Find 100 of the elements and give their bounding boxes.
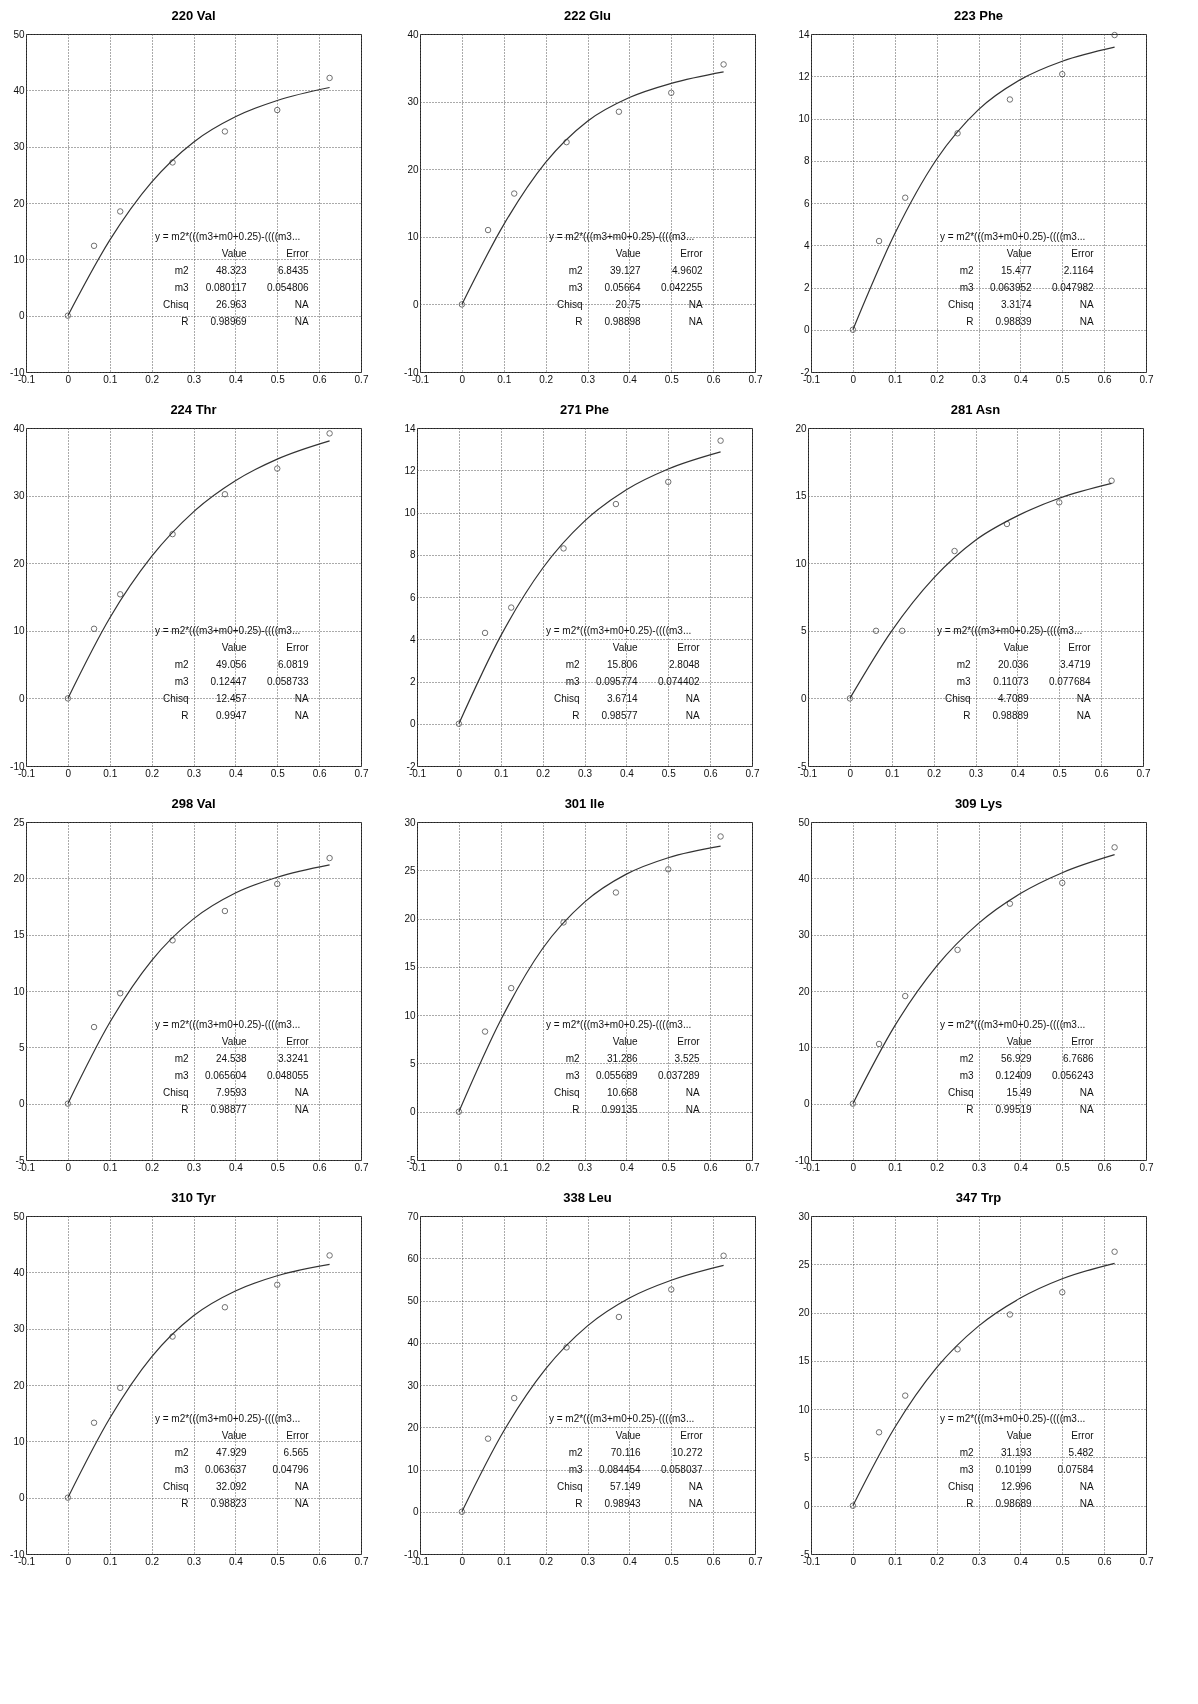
annotation: 0.98943 xyxy=(604,1497,642,1509)
point xyxy=(169,530,176,538)
y-tick-label: 12 xyxy=(798,70,810,82)
annotation: Value xyxy=(615,247,642,259)
y-tick-label: 70 xyxy=(407,1210,419,1222)
chart-title: 223 Phe xyxy=(953,8,1004,23)
point xyxy=(1111,31,1118,39)
x-tick-label: 0.6 xyxy=(706,373,722,385)
annotation: y = m2*(((m3+m0+0.25)-((((m3... xyxy=(545,624,692,636)
x-tick-label: 0.7 xyxy=(748,373,763,385)
annotation: m3 xyxy=(568,281,584,293)
point xyxy=(954,1346,961,1353)
annotation: R xyxy=(575,1497,583,1509)
x-tick-label: 0.1 xyxy=(497,373,512,385)
x-tick-label: 0.5 xyxy=(1055,1161,1071,1173)
annotation: 0.98877 xyxy=(210,1103,248,1115)
annotation: m2 xyxy=(565,658,581,670)
annotation: Value xyxy=(221,247,248,259)
annotation: R xyxy=(181,709,189,721)
annotation: Chisq xyxy=(554,1086,580,1098)
annotation: y = m2*(((m3+m0+0.25)-((((m3... xyxy=(545,1018,692,1030)
point xyxy=(875,237,883,245)
annotation: 49.056 xyxy=(216,658,248,670)
x-tick-label: 0.2 xyxy=(145,373,160,385)
x-tick-label: 0.3 xyxy=(187,373,202,385)
x-tick-label: 0.5 xyxy=(270,1555,286,1567)
point xyxy=(116,1384,124,1392)
annotation: 0.98889 xyxy=(992,709,1030,721)
y-tick-label: 5 xyxy=(409,1057,416,1069)
y-tick-label: 30 xyxy=(404,816,416,828)
annotation: y = m2*(((m3+m0+0.25)-((((m3... xyxy=(154,624,301,636)
x-tick-label: 0.3 xyxy=(187,1555,202,1567)
point xyxy=(484,226,492,234)
x-tick-label: 0.6 xyxy=(703,767,719,779)
point xyxy=(872,627,880,635)
x-tick-label: 0.6 xyxy=(312,373,328,385)
x-tick-label: 0.2 xyxy=(930,1161,945,1173)
annotation: Value xyxy=(221,641,248,653)
annotation: 0.056243 xyxy=(1051,1069,1095,1081)
point xyxy=(560,919,567,926)
x-tick-label: 0.2 xyxy=(536,767,551,779)
x-tick-label: 0.5 xyxy=(1055,373,1071,385)
point xyxy=(720,61,727,68)
point xyxy=(901,992,909,1000)
x-tick-label: 0.1 xyxy=(103,1161,118,1173)
y-tick-label: 10 xyxy=(13,625,25,637)
point xyxy=(901,1392,909,1399)
annotation: m3 xyxy=(565,1069,581,1081)
annotation: 0.04796 xyxy=(272,1463,310,1475)
annotation: NA xyxy=(1079,298,1094,310)
annotation: 12.996 xyxy=(1001,1480,1033,1492)
annotation: 0.98969 xyxy=(210,315,248,327)
x-tick-label: 0.7 xyxy=(354,1555,369,1567)
x-tick-label: 0.1 xyxy=(494,1161,509,1173)
x-tick-label: 0 xyxy=(65,1161,72,1173)
y-tick-label: 20 xyxy=(13,197,25,209)
annotation: Chisq xyxy=(163,298,189,310)
x-tick-label: 0.3 xyxy=(581,373,596,385)
annotation: Error xyxy=(680,1429,704,1441)
annotation: NA xyxy=(1076,692,1091,704)
point xyxy=(90,625,98,633)
y-tick-label: 25 xyxy=(798,1258,810,1270)
annotation: m2 xyxy=(959,1052,975,1064)
y-tick-label: 15 xyxy=(13,929,25,941)
point xyxy=(116,990,124,997)
point xyxy=(221,491,229,498)
annotation: 0.084454 xyxy=(598,1463,642,1475)
x-tick-label: 0.3 xyxy=(969,767,984,779)
annotation: 6.0819 xyxy=(278,658,310,670)
annotation: m2 xyxy=(565,1052,581,1064)
annotation: 70.116 xyxy=(610,1446,642,1458)
y-tick-label: 10 xyxy=(407,1464,419,1475)
annotation: 0.9947 xyxy=(216,709,248,721)
annotation: m2 xyxy=(174,1052,190,1064)
point xyxy=(169,159,176,166)
x-tick-label: 0.7 xyxy=(1139,373,1154,385)
y-tick-label: 0 xyxy=(18,692,25,704)
annotation: Error xyxy=(286,1035,310,1047)
annotation: y = m2*(((m3+m0+0.25)-((((m3... xyxy=(548,230,695,242)
point xyxy=(951,547,958,555)
annotation: NA xyxy=(294,709,309,721)
point xyxy=(507,984,515,992)
y-tick-label: 10 xyxy=(795,557,807,569)
chart-title: 310 Tyr xyxy=(171,1190,216,1205)
annotation: m3 xyxy=(959,281,975,293)
annotation: R xyxy=(966,315,974,327)
annotation: NA xyxy=(1079,1480,1094,1492)
annotation: 0.077684 xyxy=(1048,675,1092,687)
x-tick-label: 0 xyxy=(456,767,463,779)
annotation: 15.477 xyxy=(1001,264,1033,276)
x-tick-label: 0.7 xyxy=(1139,1161,1154,1173)
annotation: Value xyxy=(221,1429,248,1441)
annotation: 0.05664 xyxy=(604,281,642,293)
annotation: Chisq xyxy=(948,298,974,310)
annotation: NA xyxy=(688,298,703,310)
annotation: 56.929 xyxy=(1001,1052,1033,1064)
x-tick-label: 0.1 xyxy=(888,1555,903,1567)
point xyxy=(169,1333,176,1340)
x-tick-label: 0.6 xyxy=(1097,1161,1113,1173)
y-tick-label: 15 xyxy=(798,1355,810,1367)
